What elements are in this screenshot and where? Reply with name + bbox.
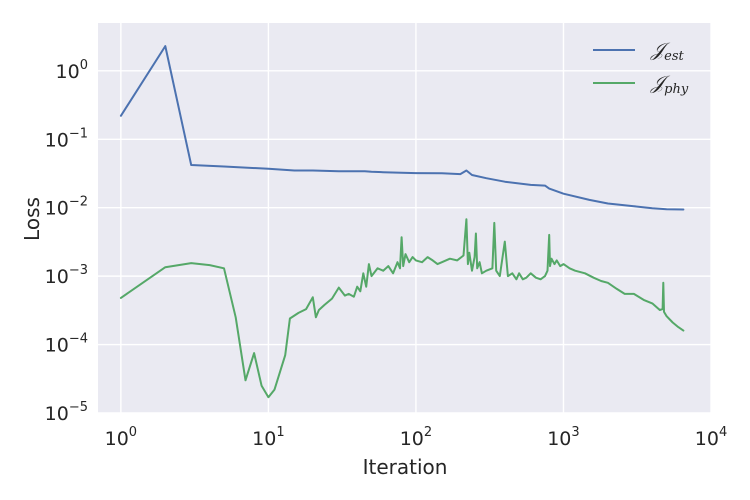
y-tick-label: 10−3 [45, 263, 88, 288]
x-tick-label: 103 [547, 425, 579, 450]
series-layer [119, 45, 685, 399]
y-tick-label: 10−1 [45, 126, 88, 151]
x-tick-exponent: 4 [719, 425, 727, 440]
y-tick-base: 10 [45, 335, 69, 357]
x-tick-base: 10 [105, 428, 129, 450]
y-tick-exponent: −3 [69, 263, 88, 278]
x-tick-exponent: 2 [424, 425, 432, 440]
plot-area [98, 23, 711, 413]
x-tick-label: 104 [695, 425, 727, 450]
y-tick-base: 10 [45, 266, 69, 288]
x-tick-label: 101 [252, 425, 284, 450]
y-tick-label: 100 [56, 58, 88, 83]
y-tick-base: 10 [45, 198, 69, 220]
legend-subscript: phy [664, 82, 689, 97]
legend-subscript: est [664, 49, 684, 64]
grid-lines [98, 23, 712, 414]
y-tick-label: 10−4 [45, 332, 88, 357]
y-tick-exponent: 0 [80, 58, 88, 73]
x-tick-base: 10 [400, 428, 424, 450]
y-tick-label: 10−2 [45, 195, 88, 220]
series-line-phy [119, 218, 685, 399]
x-tick-exponent: 0 [129, 425, 137, 440]
x-axis-title: Iteration [363, 455, 448, 479]
y-tick-base: 10 [45, 403, 69, 425]
x-tick-base: 10 [252, 428, 276, 450]
x-axis-ticks: 100 101 102 103 104 [105, 425, 728, 450]
x-tick-exponent: 3 [571, 425, 579, 440]
x-tick-label: 102 [400, 425, 432, 450]
y-tick-exponent: −5 [69, 400, 88, 415]
y-tick-base: 10 [56, 61, 80, 83]
x-tick-label: 100 [105, 425, 137, 450]
y-axis-title: Loss [20, 197, 44, 241]
y-tick-exponent: −4 [69, 332, 88, 347]
x-tick-exponent: 1 [276, 425, 284, 440]
y-tick-exponent: −2 [69, 195, 88, 210]
x-tick-base: 10 [695, 428, 719, 450]
series-line-est [119, 45, 685, 211]
x-tick-base: 10 [547, 428, 571, 450]
y-tick-exponent: −1 [69, 126, 88, 141]
y-tick-label: 10−5 [45, 400, 88, 425]
y-tick-base: 10 [45, 129, 69, 151]
